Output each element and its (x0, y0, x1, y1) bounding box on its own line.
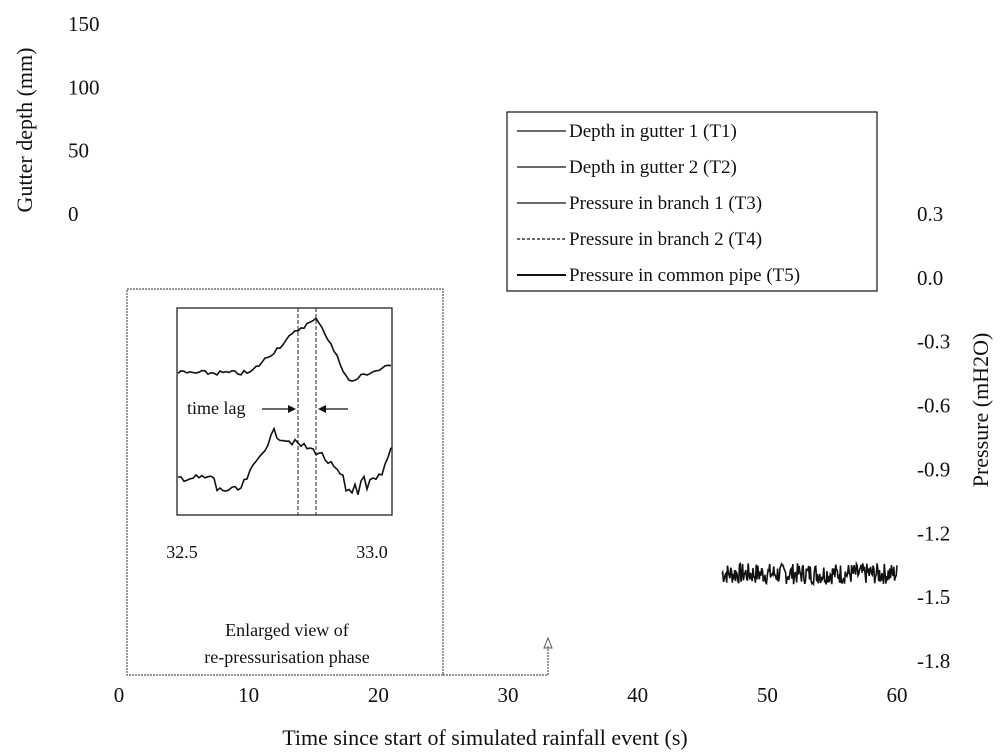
inset-upper-trace (177, 317, 392, 382)
left-axis-label: Gutter depth (mm) (12, 48, 37, 213)
inset-caption-line-2: re-pressurisation phase (204, 647, 369, 667)
x-tick-label-0: 0 (114, 683, 125, 707)
x-tick-label-2: 20 (368, 683, 389, 707)
right-axis-label: Pressure (mH2O) (968, 333, 993, 488)
x-axis: 0 10 20 30 40 50 60 (114, 683, 908, 707)
legend-label-3: Pressure in branch 1 (T3) (569, 193, 762, 214)
legend-label-2: Depth in gutter 2 (T2) (569, 157, 737, 178)
left-tick-label-1: 50 (68, 139, 89, 163)
left-tick-label-3: 150 (68, 12, 100, 36)
x-tick-label-1: 10 (238, 683, 259, 707)
right-tick-label-3: -0.6 (917, 394, 950, 418)
x-tick-label-6: 60 (887, 683, 908, 707)
series-common-pipe-pressure (721, 560, 898, 587)
x-tick-label-3: 30 (498, 683, 519, 707)
right-axis-title: Pressure (mH2O) (968, 333, 993, 488)
legend: Depth in gutter 1 (T1) Depth in gutter 2 … (506, 111, 878, 292)
left-tick-label-0: 0 (68, 202, 79, 226)
right-tick-label-0: 0.3 (917, 202, 943, 226)
inset: time lag 32.5 33.0 Enlarged view of re-p… (126, 288, 553, 676)
legend-label-5: Pressure in common pipe (T5) (569, 265, 800, 286)
legend-items: Depth in gutter 1 (T1) Depth in gutter 2 … (517, 121, 800, 286)
inset-outer-frame (126, 288, 444, 676)
right-tick-label-6: -1.5 (917, 585, 950, 609)
legend-label-4: Pressure in branch 2 (T4) (569, 229, 762, 250)
x-tick-label-4: 40 (627, 683, 648, 707)
inset-time-lag-label: time lag (187, 398, 245, 418)
x-axis-title: Time since start of simulated rainfall e… (282, 725, 687, 750)
right-tick-label-5: -1.2 (917, 521, 950, 545)
inset-arrowhead-left (288, 405, 296, 413)
inset-arrowhead-right (318, 405, 326, 413)
legend-frame (506, 111, 878, 292)
inset-caption-line-1: Enlarged view of (225, 620, 349, 640)
inset-x-tick-left: 32.5 (166, 542, 198, 562)
right-tick-label-4: -0.9 (917, 457, 950, 481)
inset-x-tick-right: 33.0 (356, 542, 388, 562)
right-tick-label-7: -1.8 (917, 649, 950, 673)
left-tick-label-2: 100 (68, 75, 100, 99)
left-axis-title: Gutter depth (mm) (12, 48, 37, 213)
right-axis: 0.3 0.0 -0.3 -0.6 -0.9 -1.2 -1.5 -1.8 (917, 202, 950, 673)
inset-leader-arrowhead (543, 636, 553, 649)
x-tick-label-5: 50 (757, 683, 778, 707)
inset-lower-trace (177, 426, 392, 495)
right-tick-label-2: -0.3 (917, 330, 950, 354)
legend-label-1: Depth in gutter 1 (T1) (569, 121, 737, 142)
right-tick-label-1: 0.0 (917, 266, 943, 290)
left-axis: 0 50 100 150 (68, 12, 100, 226)
